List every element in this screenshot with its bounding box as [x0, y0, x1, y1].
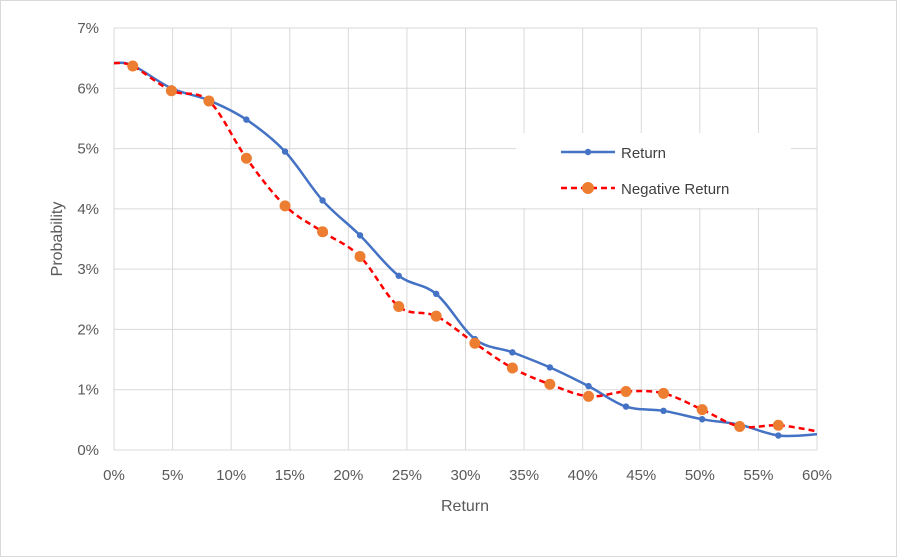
legend-background	[516, 133, 791, 208]
return-marker	[698, 416, 706, 423]
x-tick-label: 55%	[743, 467, 773, 484]
negative-return-marker	[772, 419, 784, 431]
axes: 0% 5% 10% 15% 20% 25% 30% 35% 40% 45% 50% 55% 60% 0% 1…	[77, 20, 832, 484]
y-tick-label: 3%	[77, 261, 99, 278]
x-tick-label: 60%	[802, 467, 832, 484]
y-tick-label: 7%	[77, 20, 99, 37]
x-tick-label: 5%	[162, 467, 184, 484]
negative-return-marker	[658, 387, 670, 399]
return-marker	[356, 232, 364, 239]
negative-return-marker	[469, 337, 481, 349]
return-marker	[546, 364, 554, 371]
legend-marker-negative-return	[582, 182, 594, 194]
return-marker	[395, 272, 402, 279]
negative-return-marker	[583, 390, 595, 402]
return-marker	[509, 349, 516, 356]
series-layer	[113, 60, 818, 439]
x-tick-label: 0%	[103, 467, 125, 484]
legend-label-negative-return: Negative Return	[621, 181, 729, 198]
negative-return-marker	[430, 310, 442, 322]
return-marker	[775, 432, 782, 439]
x-tick-label: 20%	[333, 467, 363, 484]
y-tick-label: 0%	[77, 442, 99, 459]
x-tick-label: 10%	[216, 467, 246, 484]
negative-return-marker	[506, 362, 518, 374]
x-tick-label: 45%	[626, 467, 656, 484]
return-marker	[660, 407, 667, 415]
y-axis-title: Probability	[49, 202, 66, 277]
y-tick-label: 5%	[77, 141, 99, 158]
negative-return-marker	[393, 301, 405, 313]
negative-return-marker	[696, 404, 708, 416]
negative-return-marker	[354, 250, 366, 262]
negative-return-marker	[240, 152, 252, 164]
negative-return-marker	[127, 60, 139, 72]
negative-return-marker	[279, 200, 291, 212]
return-marker	[433, 290, 440, 298]
series-negative-return	[113, 60, 818, 433]
return-marker	[585, 382, 592, 390]
legend: Return Negative Return	[516, 133, 791, 208]
y-tick-label: 4%	[77, 201, 99, 218]
return-marker	[243, 116, 250, 123]
negative-return-marker	[620, 386, 632, 398]
negative-return-marker	[203, 95, 215, 107]
negative-return-marker	[165, 85, 177, 97]
x-tick-label: 30%	[450, 467, 480, 484]
negative-return-marker	[544, 378, 556, 390]
return-marker	[622, 403, 630, 410]
legend-label-return: Return	[621, 145, 666, 162]
return-marker	[319, 197, 326, 204]
legend-marker-return	[584, 148, 592, 156]
y-tick-label: 2%	[77, 321, 99, 338]
x-tick-label: 50%	[685, 467, 715, 484]
negative-return-marker	[317, 226, 329, 238]
x-axis-title: Return	[441, 498, 489, 515]
return-marker	[281, 148, 289, 155]
y-tick-label: 1%	[77, 382, 99, 399]
x-tick-label: 25%	[392, 467, 422, 484]
x-tick-label: 15%	[275, 467, 305, 484]
gridlines	[113, 27, 818, 451]
x-tick-label: 35%	[509, 467, 539, 484]
y-tick-label: 6%	[77, 80, 99, 97]
x-tick-label: 40%	[568, 467, 598, 484]
negative-return-marker	[734, 420, 746, 432]
